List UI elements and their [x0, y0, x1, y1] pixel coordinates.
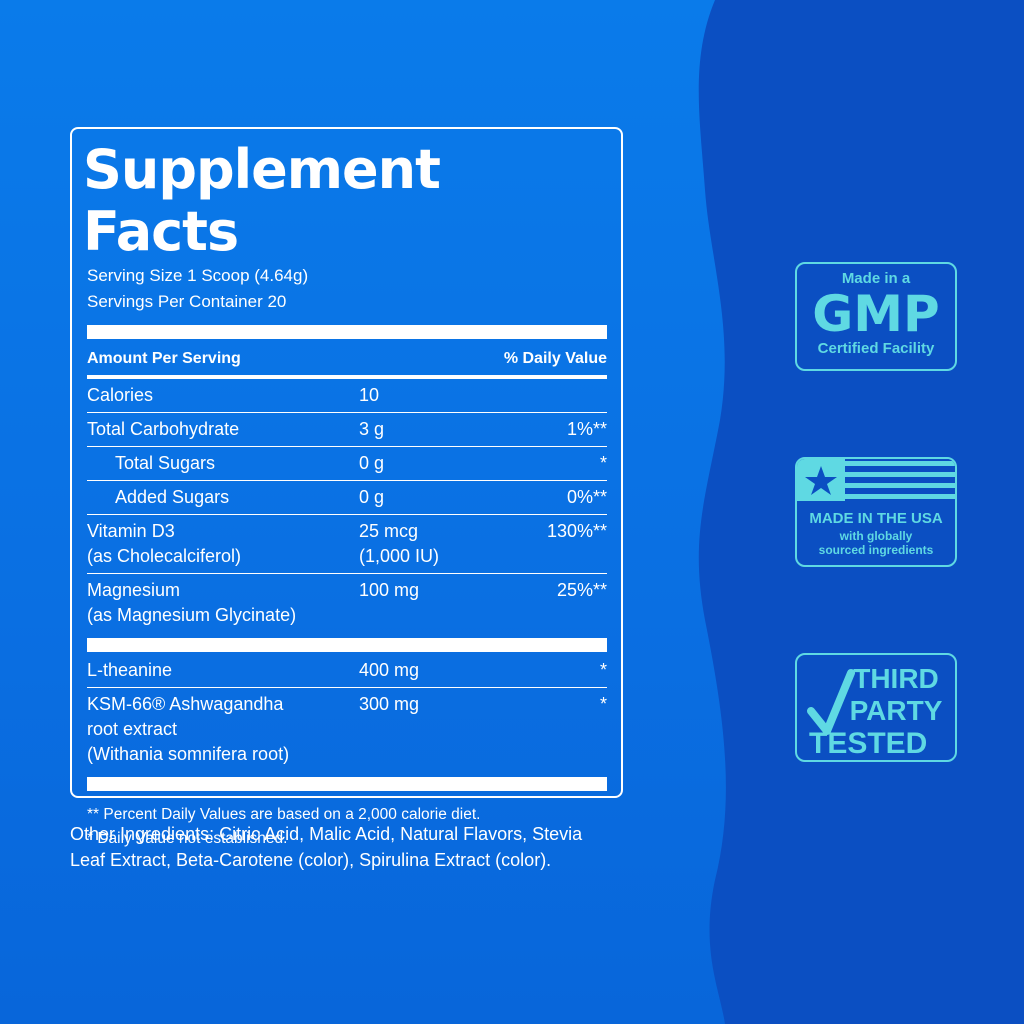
nutrient-name: L-theanine [87, 658, 359, 683]
nutrient-name: Vitamin D3 (as Cholecalciferol) [87, 519, 359, 569]
text-line: * [599, 694, 607, 714]
nutrient-name: KSM-66® Ashwagandha root extract (Withania… [87, 692, 359, 767]
nutrient-name: Calories [87, 383, 359, 408]
text-line: * [599, 453, 607, 473]
badge-text: MADE IN THE USA [809, 510, 943, 527]
daily-value: 25%** [529, 578, 607, 628]
text-line: (as Magnesium Glycinate) [87, 605, 297, 625]
daily-value: * [529, 451, 607, 476]
nutrient-row: Calories 10 [87, 379, 607, 413]
nutrient-amount: 25 mcg (1,000 IU) [359, 519, 529, 569]
text-line: KSM-66® Ashwagandha [87, 694, 284, 714]
nutrient-name: Total Carbohydrate [87, 417, 359, 442]
wave-band [698, 0, 1024, 1024]
nutrient-name: Added Sugars [87, 485, 359, 510]
footnotes: ** Percent Daily Values are based on a 2… [87, 793, 607, 851]
daily-value: * [529, 658, 607, 683]
daily-value-header: % Daily Value [503, 350, 607, 367]
text-line: 100 mg [359, 580, 420, 600]
text-line: Total Sugars [115, 453, 216, 473]
text-line: Vitamin D3 [87, 521, 175, 541]
flag-icon [797, 459, 955, 503]
nutrient-amount: 0 g [359, 485, 529, 510]
daily-value: * [529, 692, 607, 767]
nutrient-amount: 3 g [359, 417, 529, 442]
badge-tested: THIRD PARTY TESTED [795, 653, 957, 762]
text-line: 25 mcg [359, 521, 419, 541]
other-ingredients: Other Ingredients: Citric Acid, Malic Ac… [70, 824, 583, 870]
nutrient-amount: 10 [359, 383, 529, 408]
footnote: * Daily Value not established. [87, 830, 288, 847]
badge-text: THIRD [853, 663, 939, 694]
text-line: Added Sugars [115, 487, 230, 507]
nutrient-row: Total Sugars 0 g * [87, 447, 607, 481]
badge-gmp: Made in a GMP Certified Facility [795, 262, 957, 371]
text-line: 25%** [556, 580, 607, 600]
text-line: (Withania somnifera root) [87, 744, 290, 764]
text-line: Total Carbohydrate [87, 419, 240, 439]
serving-size: Serving Size 1 Scoop (4.64g) [87, 266, 309, 285]
table-header: Amount Per Serving % Daily Value [87, 339, 607, 375]
daily-value [529, 383, 607, 408]
servings-per-container: Servings Per Container 20 [87, 292, 287, 311]
nutrient-amount: 300 mg [359, 692, 529, 767]
daily-value: 130%** [529, 519, 607, 569]
check-icon [807, 669, 855, 735]
badge-text: GMP [812, 285, 940, 343]
nutrient-name: Magnesium (as Magnesium Glycinate) [87, 578, 359, 628]
text-line: 10 [359, 385, 380, 405]
nutrient-row: L-theanine 400 mg * [87, 654, 607, 688]
text-line: * [599, 660, 607, 680]
nutrient-row: KSM-66® Ashwagandha root extract (Withania… [87, 688, 607, 771]
footnote: ** Percent Daily Values are based on a 2… [87, 806, 481, 823]
badge-text: Made in a [841, 270, 911, 287]
text-line: (as Cholecalciferol) [87, 546, 242, 566]
nutrient-name: Total Sugars [87, 451, 359, 476]
badge-text: with globally [839, 529, 913, 543]
nutrient-row: Vitamin D3 (as Cholecalciferol) 25 mcg (1,0… [87, 515, 607, 574]
amount-header: Amount Per Serving [87, 350, 241, 367]
text-line: 130%** [546, 521, 607, 541]
nutrient-amount: 400 mg [359, 658, 529, 683]
nutrient-row: Magnesium (as Magnesium Glycinate) 100 mg 2… [87, 574, 607, 632]
nutrient-amount: 0 g [359, 451, 529, 476]
badge-usa: MADE IN THE USA with globally sourced in… [795, 457, 957, 567]
text-line: root extract [87, 719, 178, 739]
text-line: 0%** [566, 487, 607, 507]
text-line: 400 mg [359, 660, 420, 680]
text-line: 0 g [359, 487, 385, 507]
badge-text: PARTY [849, 695, 943, 726]
divider-thick [87, 638, 607, 652]
text-line: 1%** [566, 419, 607, 439]
daily-value: 1%** [529, 417, 607, 442]
facts-panel: Supplement Facts Serving Size 1 Scoop (4… [70, 127, 623, 847]
text-line: L-theanine [87, 660, 173, 680]
text-line: (1,000 IU) [359, 546, 440, 566]
text-line: Calories [87, 385, 154, 405]
text-line: 300 mg [359, 694, 420, 714]
facts-title: Supplement Facts [83, 138, 441, 263]
text-line: Magnesium [87, 580, 181, 600]
nutrient-row: Added Sugars 0 g 0%** [87, 481, 607, 515]
daily-value: 0%** [529, 485, 607, 510]
text-line: 0 g [359, 453, 385, 473]
divider-thick [87, 777, 607, 791]
nutrient-row: Total Carbohydrate 3 g 1%** [87, 413, 607, 447]
badge-text: Certified Facility [817, 340, 935, 357]
divider-thick [87, 325, 607, 339]
nutrient-amount: 100 mg [359, 578, 529, 628]
text-line: 3 g [359, 419, 385, 439]
divider-medium [87, 375, 607, 379]
badge-text: sourced ingredients [818, 543, 934, 557]
nutrient-table: Calories 10 Total Carbohydrate 3 g 1%** Total… [87, 379, 607, 791]
